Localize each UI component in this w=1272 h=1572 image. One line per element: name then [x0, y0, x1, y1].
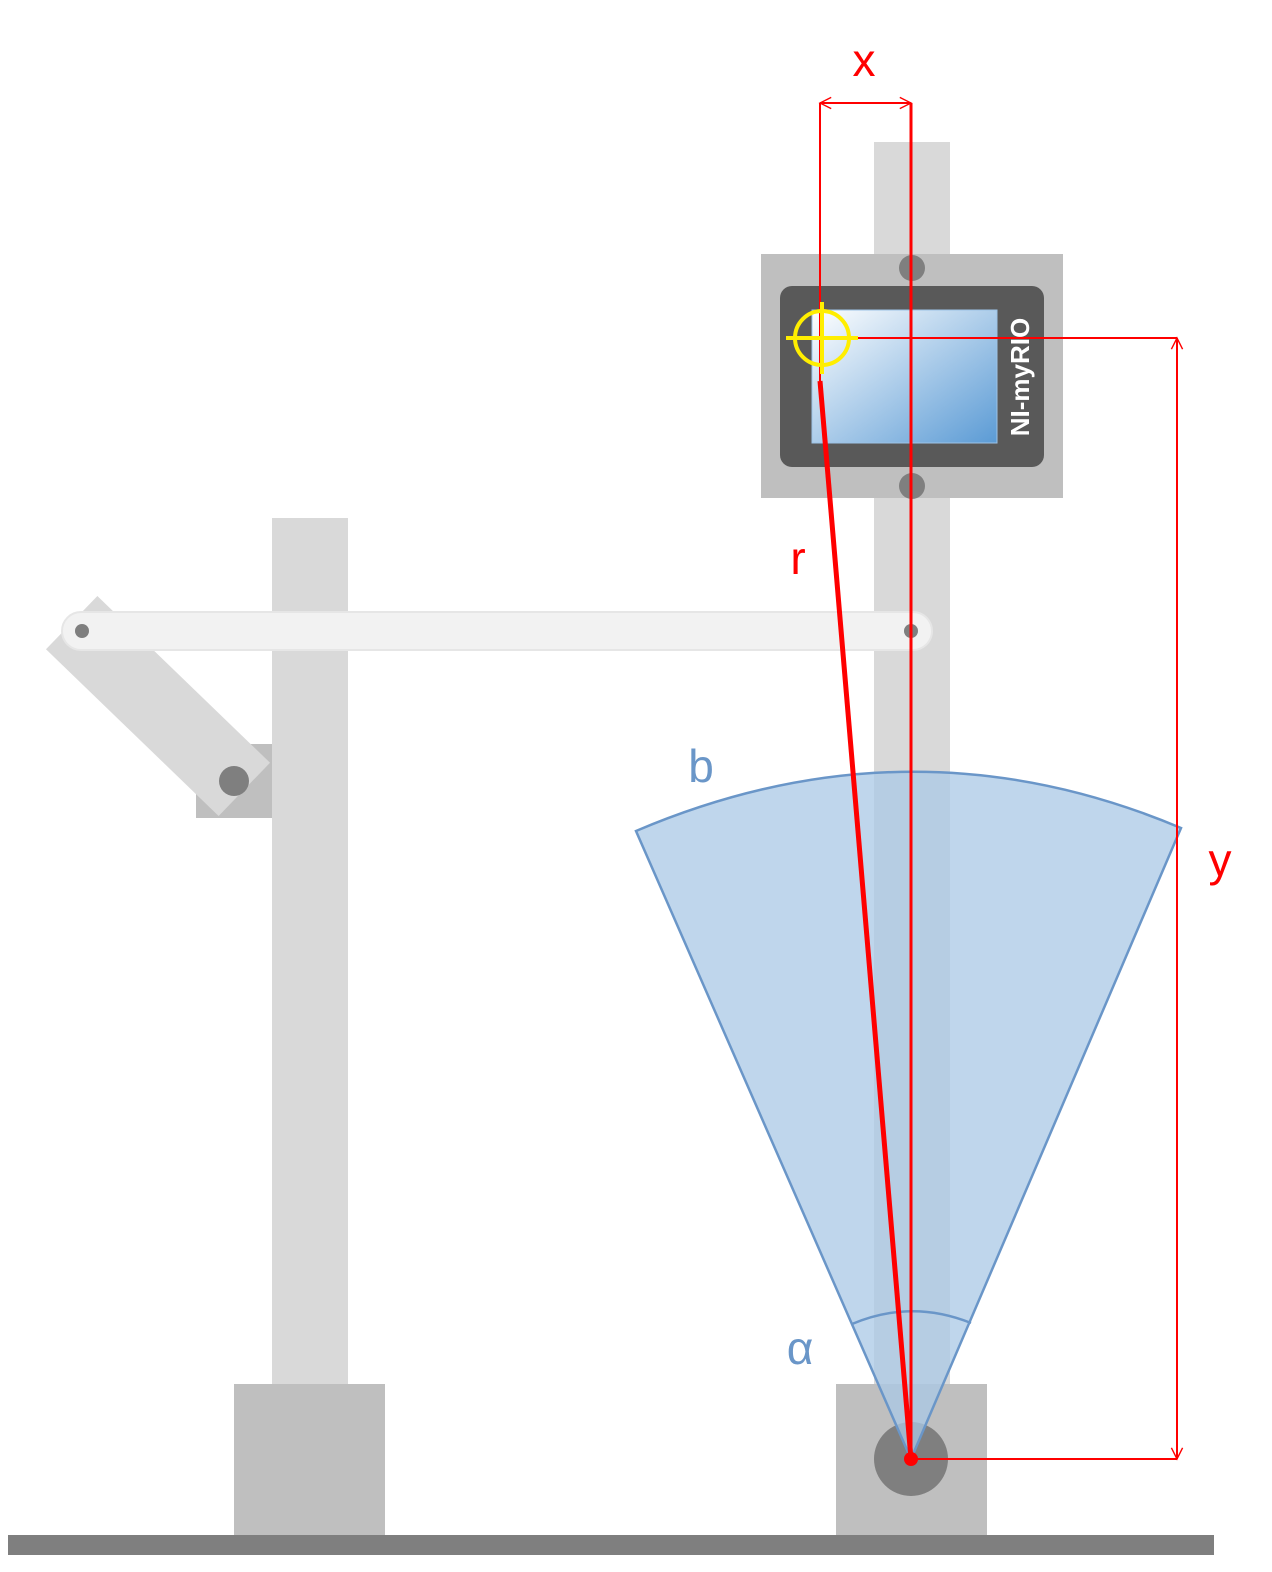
- label-r: r: [790, 532, 805, 584]
- r-line: [817, 380, 914, 1460]
- device-screen: [811, 309, 998, 444]
- angle-sector: [634, 770, 1183, 1463]
- label-x: x: [853, 34, 876, 86]
- arm-pivot-left: [75, 624, 89, 638]
- measurement-lines: [817, 103, 1177, 1460]
- ground-bar: [8, 1535, 1214, 1555]
- left-base: [234, 1384, 385, 1535]
- left-pivot: [219, 766, 249, 796]
- horizontal-arm: [61, 611, 933, 651]
- label-y: y: [1209, 834, 1232, 886]
- left-post: [272, 518, 348, 1388]
- crosshair-target-icon: [786, 302, 858, 374]
- origin-dot: [904, 1452, 918, 1466]
- label-b: b: [688, 740, 714, 792]
- label-alpha: α: [787, 1322, 814, 1374]
- tilted-arm: [45, 596, 271, 816]
- device-label: NI-myRIO: [1005, 318, 1035, 436]
